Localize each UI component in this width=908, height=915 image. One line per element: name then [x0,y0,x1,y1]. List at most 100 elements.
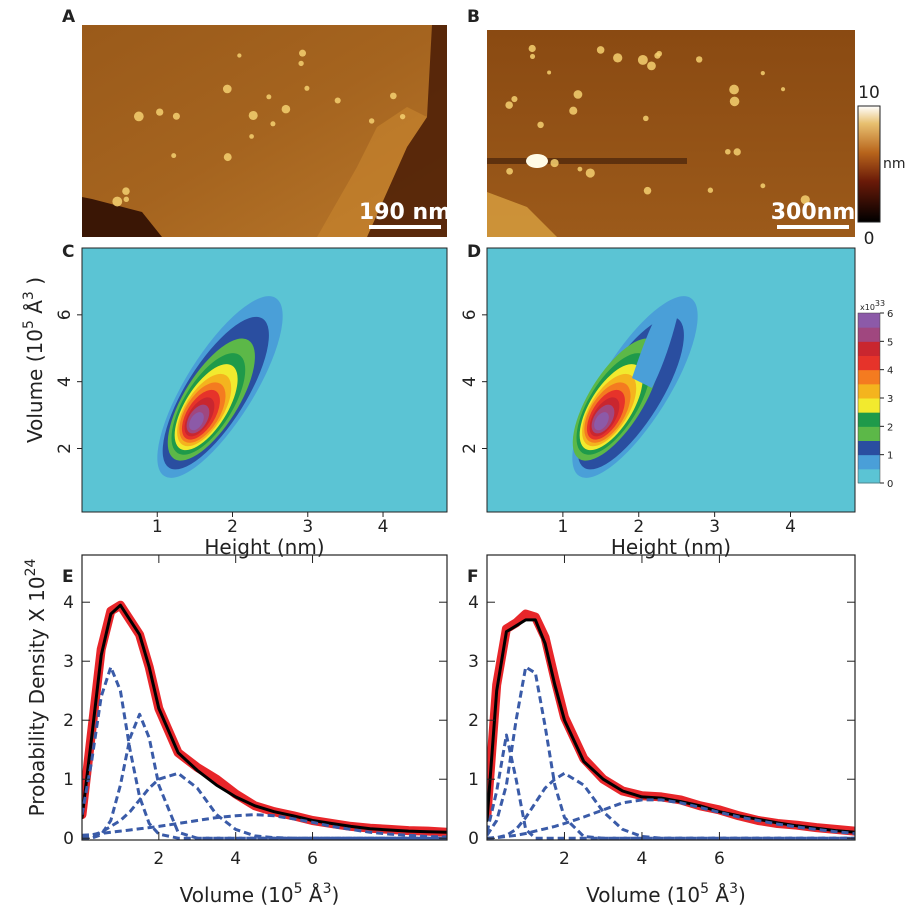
x-axis-label-part: Å [303,883,323,907]
afm-particle [643,186,652,195]
afm-particle [266,94,272,100]
afm-particle [729,96,740,107]
x-axis-label-part: Volume (10 [180,883,294,907]
afm-particle [172,112,180,120]
panel-letter: B [467,7,480,27]
afm-particle [760,71,765,76]
colorbar-tick-label: 3 [887,394,893,405]
afm-particle [399,113,406,120]
colorbar-band [858,398,880,413]
panel-letter: D [467,242,481,262]
x-axis-label: Volume (105 Å3) [180,881,340,907]
colorbar-band [858,369,880,385]
plot-frame [81,554,448,841]
afm-terrace [317,107,427,237]
x-axis-label-part: Å [709,883,729,907]
afm-particle [506,167,513,175]
colorbar-band [858,426,880,441]
contour-band [189,412,204,431]
y-tick-label: 2 [468,711,479,731]
afm-particle [760,183,766,189]
afm-particle [281,104,291,114]
x-axis-label-part: Volume (10 [586,883,700,907]
x-tick-label: 2 [153,849,164,869]
afm-image [487,30,855,237]
colorbar-tick-label: 10 [858,83,880,103]
x-tick-label: 6 [307,849,318,869]
afm-particle [390,92,397,100]
colorbar [857,105,881,223]
afm-particle [368,118,375,124]
contour-background [82,248,447,512]
afm-particle [613,53,623,63]
afm-particle [537,121,544,129]
y-tick-label: 2 [63,711,74,731]
afm-particle [780,87,786,92]
colorbar-band [858,355,880,371]
y-tick-label: 1 [468,770,479,790]
afm-particle [528,44,536,53]
y-tick-label: 2 [55,443,75,454]
afm-particle [577,166,583,172]
afm-terrace [487,192,557,237]
x-tick-label: 3 [302,517,313,537]
y-tick-label: 6 [55,309,75,320]
y-tick-label: 4 [460,376,480,387]
afm-particle [248,110,258,120]
y-axis-label-part: Volume (10 [23,329,47,443]
x-tick-label: 2 [633,517,644,537]
x-axis-label-sup: 5 [294,881,303,897]
colorbar-band [858,383,880,399]
y-axis-label-sup: 5 [21,320,37,329]
afm-particle [550,158,559,168]
afm-particle [237,53,242,58]
afm-particle [725,148,731,155]
x-axis-label-part: ) [332,883,340,907]
x-axis-label-sup: 3 [323,881,332,897]
afm-particle [298,60,304,67]
series-dashed [82,771,447,840]
plot-frame [486,247,856,513]
y-tick-label: 3 [63,652,74,672]
afm-particle [112,196,123,207]
x-tick-label: 6 [714,849,725,869]
afm-terrace [367,25,447,237]
x-tick-label: 2 [559,849,570,869]
colorbar-tick-label: 2 [887,422,893,433]
colorbar-band [858,454,880,470]
colorbar-tick-label: 0 [864,229,875,249]
x-tick-label: 1 [557,517,568,537]
colorbar-exponent: x1033 [860,299,885,312]
afm-particle [270,121,276,127]
afm-particle [529,53,536,59]
colorbar-tick-label: 4 [887,366,893,377]
y-axis-label: Probability Density X 1024 [23,559,49,817]
scale-bar-label: 300nm [771,200,856,225]
scale-bar-label: 190 nm [359,200,451,225]
x-axis-label-sup: 3 [729,881,738,897]
y-axis-label-sup: 3 [21,291,37,300]
afm-particle [733,148,741,156]
y-tick-label: 4 [55,376,75,387]
afm-particle [695,56,703,63]
series-dashed [487,665,855,840]
colorbar-band [858,468,880,484]
afm-particle [596,46,605,54]
y-tick-label: 1 [63,770,74,790]
afm-particle [304,85,310,91]
contour-band [632,304,677,388]
series-dashed [82,813,447,839]
afm-particle [637,54,648,65]
y-tick-label: 0 [63,829,74,849]
afm-particle [505,101,513,109]
afm-particle [222,84,232,94]
plot-frame [486,554,856,841]
afm-particle [334,97,341,104]
y-tick-label: 3 [468,652,479,672]
x-tick-label: 4 [378,517,389,537]
afm-particle [707,187,714,193]
contour-band [594,412,609,431]
plot-frame [81,247,448,513]
afm-particle [729,84,739,95]
